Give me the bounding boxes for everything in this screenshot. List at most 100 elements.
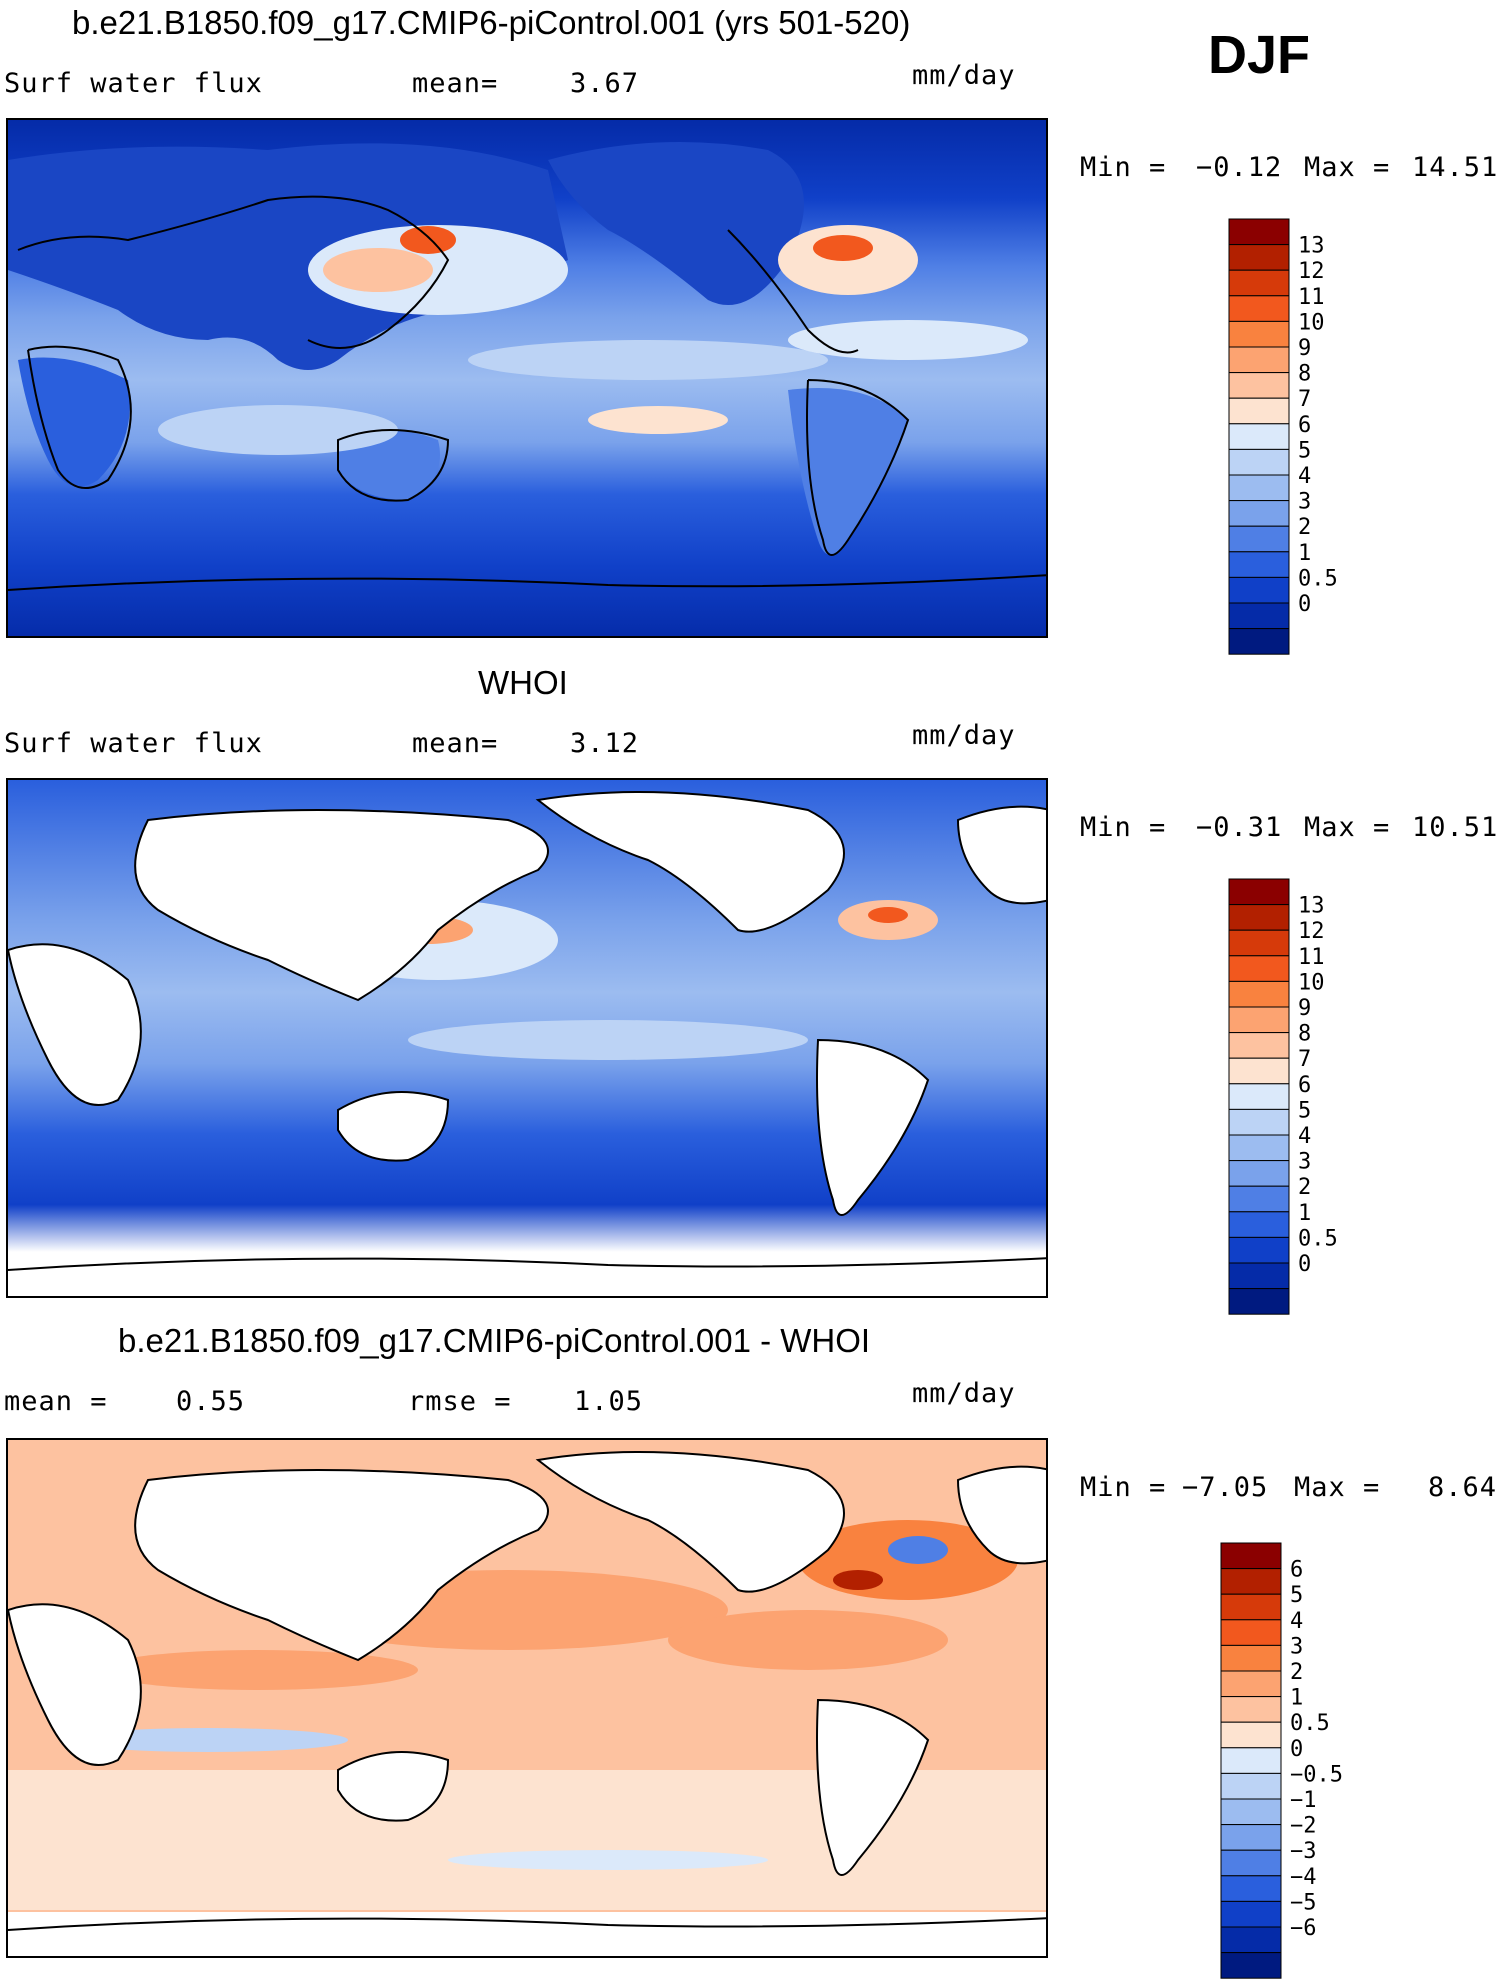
- colorbar-tick-label: 2: [1290, 1660, 1303, 1685]
- colorbar-tick-label: 6: [1298, 413, 1311, 438]
- colorbar-tick-label: −1: [1290, 1788, 1317, 1813]
- panel-3-min-label: Min =: [1080, 1472, 1167, 1503]
- colorbar-tick-label: −4: [1290, 1865, 1317, 1890]
- colorbar-box: [1220, 1670, 1282, 1698]
- panel-2-units: mm/day: [912, 720, 1016, 751]
- colorbar-tick-label: 11: [1298, 945, 1325, 970]
- colorbar-box: [1228, 955, 1290, 982]
- colorbar-box: [1228, 602, 1290, 630]
- colorbar-tick-label: 12: [1298, 919, 1325, 944]
- panel-3-colorbar: 6 5 4 3 2 1 0.5 0 −0.5 −1 −2 −3 −4 −5 −6: [1220, 1542, 1370, 1981]
- colorbar-tick-label: −0.5: [1290, 1762, 1343, 1787]
- colorbar-tick-label: 4: [1298, 1124, 1311, 1149]
- colorbar-tick-label: 9: [1298, 996, 1311, 1021]
- colorbar-box: [1228, 1262, 1290, 1290]
- colorbar-box: [1228, 878, 1290, 906]
- colorbar-box: [1228, 1057, 1290, 1085]
- colorbar-tick-label: 8: [1298, 362, 1311, 387]
- colorbar-tick-label: 0.5: [1298, 566, 1338, 591]
- colorbar-box: [1228, 1288, 1290, 1315]
- colorbar-tick-label: 2: [1298, 1175, 1311, 1200]
- panel-1-title: b.e21.B1850.f09_g17.CMIP6-piControl.001 …: [72, 4, 911, 41]
- colorbar-box: [1228, 295, 1290, 322]
- colorbar-tick-label: 1: [1298, 541, 1311, 566]
- panel-1-max-value: 14.51: [1412, 152, 1498, 183]
- panel-3-rmse-label: rmse =: [408, 1386, 512, 1417]
- colorbar-tick-label: 3: [1298, 490, 1311, 515]
- colorbar-tick-label: −6: [1290, 1916, 1317, 1941]
- colorbar-box: [1228, 551, 1290, 578]
- colorbar-box: [1228, 448, 1290, 476]
- colorbar-box: [1228, 500, 1290, 527]
- colorbar-box: [1228, 1032, 1290, 1059]
- colorbar-tick-label: 3: [1298, 1150, 1311, 1175]
- colorbar-box: [1220, 1849, 1282, 1877]
- colorbar-box: [1228, 1185, 1290, 1213]
- colorbar-box: [1220, 1772, 1282, 1800]
- panel-3-map: [6, 1438, 1048, 1958]
- colorbar-box: [1228, 474, 1290, 502]
- panel-3-map-svg: [8, 1440, 1046, 1956]
- colorbar-box: [1228, 1160, 1290, 1187]
- colorbar-box: [1220, 1644, 1282, 1672]
- colorbar-box: [1228, 904, 1290, 931]
- panel-2-title: WHOI: [478, 664, 568, 701]
- panel-3-max-label: Max =: [1294, 1472, 1381, 1503]
- colorbar-tick-label: 10: [1298, 970, 1325, 995]
- colorbar-box: [1228, 576, 1290, 604]
- colorbar-box: [1228, 929, 1290, 957]
- colorbar-box: [1220, 1798, 1282, 1826]
- colorbar-tick-label: 0: [1298, 592, 1311, 617]
- panel-1-min-label: Min =: [1080, 152, 1167, 183]
- colorbar-box: [1228, 1108, 1290, 1136]
- colorbar-box: [1220, 1747, 1282, 1774]
- colorbar-box: [1228, 269, 1290, 297]
- panel-3-units: mm/day: [912, 1378, 1016, 1409]
- colorbar-box: [1228, 1211, 1290, 1238]
- panel-2-max-value: 10.51: [1412, 812, 1498, 843]
- panel-3-max-value: 8.64: [1428, 1472, 1498, 1503]
- panel-1-min-value: −0.12: [1196, 152, 1283, 183]
- colorbar-box: [1228, 244, 1290, 271]
- colorbar-tick-label: 5: [1298, 438, 1311, 463]
- colorbar-box: [1220, 1875, 1282, 1902]
- colorbar-box: [1228, 628, 1290, 655]
- panel-2-min-value: −0.31: [1196, 812, 1283, 843]
- colorbar-tick-label: 5: [1298, 1098, 1311, 1123]
- colorbar-tick-label: 3: [1290, 1634, 1303, 1659]
- colorbar-tick-label: 7: [1298, 1047, 1311, 1072]
- colorbar-tick-label: 1: [1298, 1201, 1311, 1226]
- colorbar-tick-label: 5: [1290, 1583, 1303, 1608]
- colorbar-tick-label: 4: [1290, 1609, 1303, 1634]
- colorbar-box: [1220, 1952, 1282, 1979]
- colorbar-tick-label: −3: [1290, 1839, 1317, 1864]
- colorbar-box: [1228, 218, 1290, 246]
- panel-2-variable: Surf water flux: [4, 728, 263, 759]
- colorbar-box: [1228, 1134, 1290, 1162]
- colorbar-tick-label: 8: [1298, 1022, 1311, 1047]
- colorbar-tick-label: 7: [1298, 387, 1311, 412]
- panel-2-mean-value: 3.12: [570, 728, 640, 759]
- panel-3-title: b.e21.B1850.f09_g17.CMIP6-piControl.001 …: [118, 1322, 871, 1359]
- season-label: DJF: [1208, 25, 1311, 85]
- colorbar-box: [1228, 346, 1290, 374]
- panel-3-rmse-value: 1.05: [574, 1386, 644, 1417]
- colorbar-box: [1228, 1006, 1290, 1034]
- panel-3-min-value: −7.05: [1182, 1472, 1269, 1503]
- colorbar-box: [1228, 320, 1290, 348]
- colorbar-box: [1228, 423, 1290, 450]
- colorbar-tick-label: 4: [1298, 464, 1311, 489]
- colorbar-tick-label: 9: [1298, 336, 1311, 361]
- colorbar-box: [1228, 1236, 1290, 1264]
- colorbar-box: [1220, 1542, 1282, 1570]
- colorbar-box: [1228, 525, 1290, 553]
- panel-1-units: mm/day: [912, 60, 1016, 91]
- colorbar-tick-label: 6: [1290, 1558, 1303, 1583]
- colorbar-box: [1228, 1083, 1290, 1110]
- colorbar-tick-label: 13: [1298, 894, 1325, 919]
- panel-1-map-svg: [8, 120, 1046, 636]
- colorbar-tick-label: 13: [1298, 234, 1325, 259]
- panel-3-mean-label: mean =: [4, 1386, 108, 1417]
- colorbar-box: [1220, 1696, 1282, 1723]
